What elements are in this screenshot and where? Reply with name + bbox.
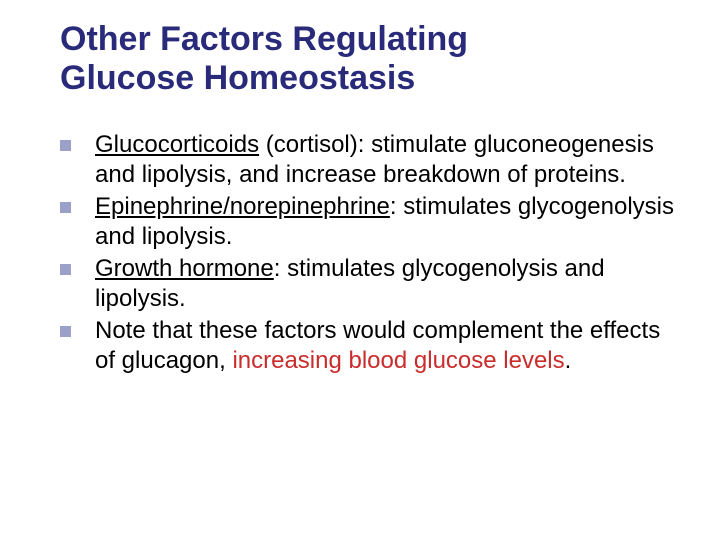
square-bullet-icon <box>60 264 71 275</box>
list-item: Growth hormone: stimulates glycogenolysi… <box>60 254 680 314</box>
underlined-term: Growth hormone <box>95 255 274 282</box>
list-item: Epinephrine/norepinephrine: stimulates g… <box>60 192 680 252</box>
list-item: Glucocorticoids (cortisol): stimulate gl… <box>60 130 680 190</box>
bullet-text: Growth hormone: stimulates glycogenolysi… <box>95 254 680 314</box>
list-item: Note that these factors would complement… <box>60 316 680 376</box>
underlined-term: Epinephrine/norepinephrine <box>95 193 390 220</box>
title-line-1: Other Factors Regulating <box>60 20 468 58</box>
bullet-plain-post: . <box>565 347 572 374</box>
square-bullet-icon <box>60 326 71 337</box>
underlined-term: Glucocorticoids <box>95 131 259 158</box>
bullet-text: Note that these factors would complement… <box>95 316 680 376</box>
title-line-2: Glucose Homeostasis <box>60 59 415 97</box>
square-bullet-icon <box>60 202 71 213</box>
square-bullet-icon <box>60 140 71 151</box>
slide-title: Other Factors Regulating Glucose Homeost… <box>60 20 680 98</box>
slide: Other Factors Regulating Glucose Homeost… <box>0 0 720 540</box>
bullet-text: Glucocorticoids (cortisol): stimulate gl… <box>95 130 680 190</box>
bullet-list: Glucocorticoids (cortisol): stimulate gl… <box>60 130 680 376</box>
emphasis-text: increasing blood glucose levels <box>232 347 564 374</box>
bullet-text: Epinephrine/norepinephrine: stimulates g… <box>95 192 680 252</box>
